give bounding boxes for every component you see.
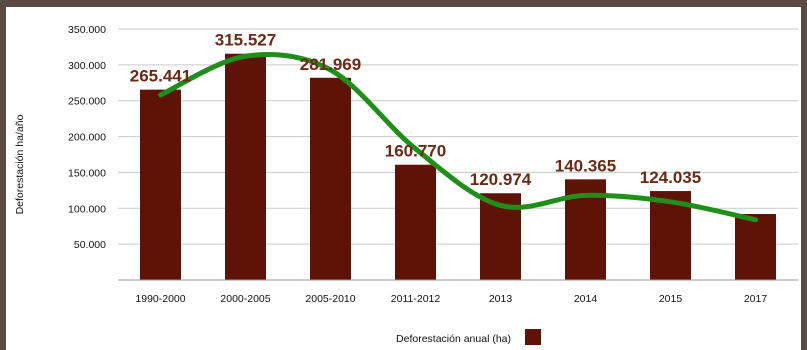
- bar: [395, 164, 436, 280]
- x-tick-label: 2013: [489, 293, 513, 305]
- chart-frame: 265.441 315.527 281.969 160.770 120.974 140.3…: [6, 7, 801, 350]
- bar: [140, 89, 181, 280]
- bar: [310, 77, 351, 280]
- y-tick-label: 200.000: [68, 132, 106, 144]
- data-label: 265.441: [130, 67, 191, 86]
- y-tick-label: 150.000: [68, 167, 106, 179]
- data-label: 315.527: [215, 31, 276, 50]
- x-tick-label: 2015: [659, 293, 683, 305]
- bar: [225, 53, 266, 281]
- y-tick-label: 300.000: [68, 60, 106, 72]
- trend-line: [158, 51, 758, 223]
- bar-layer: [140, 53, 776, 281]
- legend-swatch: [525, 329, 541, 345]
- x-tick-label: 2017: [744, 293, 768, 305]
- y-tick-label: 100.000: [68, 203, 106, 215]
- x-tick-label: 1990-2000: [135, 293, 185, 305]
- bar: [735, 214, 776, 280]
- data-label-layer: 265.441 315.527 281.969 160.770 120.974 140.3…: [130, 31, 701, 190]
- legend: Deforestación anual (ha): [396, 329, 541, 345]
- x-tick-label: 2000-2005: [220, 293, 270, 305]
- axis-layer: 50.000 100.000 150.000 200.000 250.000 300.00…: [68, 24, 798, 305]
- y-tick-label: 50.000: [74, 239, 106, 251]
- x-tick-label: 2011-2012: [391, 293, 441, 305]
- y-tick-label: 350.000: [68, 24, 106, 36]
- x-tick-label: 2005-2010: [305, 293, 355, 305]
- data-label: 140.365: [555, 156, 616, 175]
- x-tick-label: 2014: [574, 293, 598, 305]
- data-label: 281.969: [300, 55, 361, 74]
- data-label: 124.035: [640, 168, 701, 187]
- legend-label: Deforestación anual (ha): [396, 333, 511, 345]
- grid-layer: [118, 28, 798, 245]
- deforestation-chart: 265.441 315.527 281.969 160.770 120.974 140.3…: [14, 24, 798, 345]
- y-tick-label: 250.000: [68, 96, 106, 108]
- data-label: 120.974: [470, 170, 532, 189]
- trend-line-layer: [158, 51, 758, 223]
- y-axis-label: Deforestación ha/año: [14, 114, 26, 214]
- data-label: 160.770: [385, 142, 446, 161]
